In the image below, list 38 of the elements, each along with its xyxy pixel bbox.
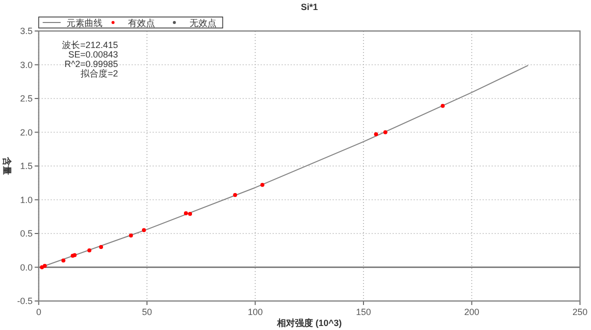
point <box>61 258 66 262</box>
point <box>383 130 388 134</box>
x-tick-label: 0 <box>36 307 42 317</box>
y-tick-label: 3.5 <box>20 26 33 36</box>
point <box>374 132 378 136</box>
annotation: SE=0.00843 <box>68 50 118 60</box>
legend-label: 元素曲线 <box>66 18 103 28</box>
y-tick-label: -0.5 <box>17 296 33 306</box>
point <box>184 211 188 216</box>
point <box>260 182 264 187</box>
y-tick-label: 2.0 <box>20 127 33 138</box>
y-tick-label: 3.0 <box>20 60 33 70</box>
annotation: 拟合度=2 <box>80 68 118 78</box>
point <box>87 248 92 252</box>
y-tick-label: 0.0 <box>20 262 33 272</box>
x-tick-label: 50 <box>142 307 152 317</box>
y-tick-label: 2.5 <box>20 94 33 104</box>
y-tick-label: 1.0 <box>20 194 33 205</box>
annotation: 波长=212.415 <box>62 40 118 50</box>
y-axis-title: 含量 <box>2 156 12 175</box>
y-tick-label: 1.5 <box>20 161 33 171</box>
point <box>188 212 192 216</box>
legend-label: 有效点 <box>128 18 156 28</box>
point <box>440 104 445 108</box>
x-axis-title: 相对强度 (10^3) <box>276 318 342 328</box>
chart-title: Si*1 <box>300 2 318 12</box>
annotation: R^2=0.99985 <box>64 59 118 69</box>
x-tick-label: 150 <box>356 307 371 317</box>
point <box>142 228 146 232</box>
point <box>99 245 104 249</box>
x-tick-label: 200 <box>464 307 480 317</box>
point <box>42 264 47 268</box>
point <box>128 234 133 238</box>
x-tick-label: 250 <box>572 307 588 317</box>
point <box>233 193 238 198</box>
legend-label: 无效点 <box>189 18 216 28</box>
y-tick-label: 0.5 <box>20 228 33 238</box>
x-tick-label: 100 <box>248 307 263 317</box>
